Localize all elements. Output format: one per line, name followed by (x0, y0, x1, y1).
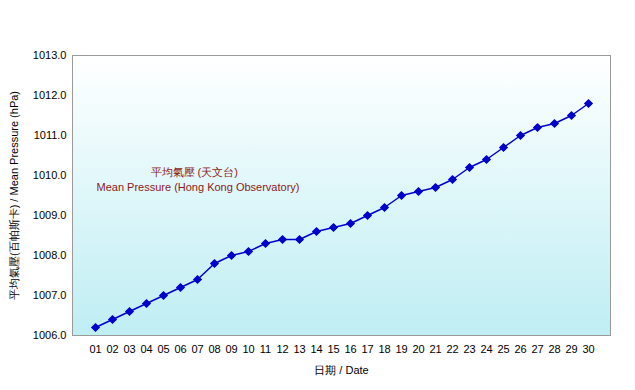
svg-text:Mean Pressure (Hong Kong Obser: Mean Pressure (Hong Kong Observatory) (97, 181, 300, 193)
svg-text:10: 10 (242, 343, 254, 355)
svg-text:09: 09 (225, 343, 237, 355)
svg-text:1008.0: 1008.0 (33, 249, 67, 261)
svg-text:04: 04 (140, 343, 152, 355)
svg-text:20: 20 (412, 343, 424, 355)
svg-text:16: 16 (344, 343, 356, 355)
svg-text:平均氣壓(百帕斯卡) / Mean Pressure (hP: 平均氣壓(百帕斯卡) / Mean Pressure (hPa) (8, 91, 20, 300)
svg-text:1013.0: 1013.0 (33, 49, 67, 61)
svg-text:26: 26 (514, 343, 526, 355)
svg-text:25: 25 (497, 343, 509, 355)
svg-text:13: 13 (293, 343, 305, 355)
svg-text:日期 / Date: 日期 / Date (314, 364, 368, 376)
svg-text:1011.0: 1011.0 (34, 129, 67, 141)
svg-text:平均氣壓 (天文台): 平均氣壓 (天文台) (151, 166, 238, 178)
svg-text:02: 02 (106, 343, 118, 355)
svg-text:1010.0: 1010.0 (33, 169, 67, 181)
svg-text:19: 19 (395, 343, 407, 355)
svg-text:17: 17 (361, 343, 373, 355)
svg-text:03: 03 (123, 343, 135, 355)
svg-text:29: 29 (565, 343, 577, 355)
svg-text:05: 05 (157, 343, 169, 355)
svg-text:28: 28 (548, 343, 560, 355)
svg-text:1009.0: 1009.0 (33, 209, 67, 221)
svg-text:24: 24 (480, 343, 492, 355)
svg-text:07: 07 (191, 343, 203, 355)
svg-text:30: 30 (582, 343, 594, 355)
svg-text:1006.0: 1006.0 (33, 329, 67, 341)
svg-text:15: 15 (327, 343, 339, 355)
svg-text:18: 18 (378, 343, 390, 355)
svg-text:11: 11 (260, 343, 271, 355)
svg-text:27: 27 (531, 343, 543, 355)
svg-text:22: 22 (446, 343, 458, 355)
svg-text:14: 14 (310, 343, 322, 355)
svg-text:23: 23 (463, 343, 475, 355)
svg-text:08: 08 (208, 343, 220, 355)
svg-text:1007.0: 1007.0 (33, 289, 67, 301)
svg-text:1012.0: 1012.0 (33, 89, 67, 101)
svg-text:21: 21 (429, 343, 441, 355)
svg-text:12: 12 (276, 343, 288, 355)
svg-text:01: 01 (89, 343, 101, 355)
svg-text:06: 06 (174, 343, 186, 355)
